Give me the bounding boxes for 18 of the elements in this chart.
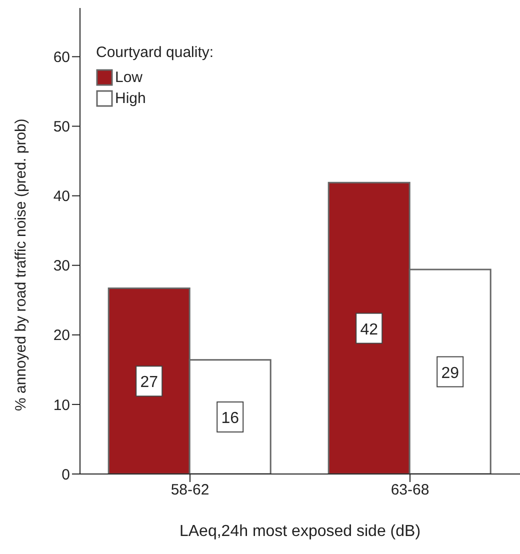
y-tick-label: 20 (53, 327, 70, 344)
legend-label: Low (115, 69, 143, 86)
data-label: 42 (360, 321, 378, 338)
data-label: 29 (441, 364, 460, 382)
y-tick-label: 10 (53, 396, 70, 414)
legend-title: Courtyard quality: (96, 44, 214, 61)
y-axis-title: % annoyed by road traffic noise (pred. prob) (12, 118, 30, 411)
y-tick-label: 60 (53, 49, 70, 66)
legend-label: High (115, 90, 146, 107)
data-label: 16 (221, 410, 240, 427)
y-tick-label: 30 (53, 258, 70, 275)
y-tick-label: 40 (53, 188, 70, 206)
y-tick-label: 50 (53, 118, 70, 136)
data-label: 27 (140, 374, 158, 392)
x-tick-label: 58-62 (170, 482, 210, 499)
x-tick-label: 63-68 (390, 482, 430, 499)
y-tick-label: 0 (62, 466, 70, 484)
x-axis-title: LAeq,24h most exposed side (dB) (179, 523, 421, 540)
